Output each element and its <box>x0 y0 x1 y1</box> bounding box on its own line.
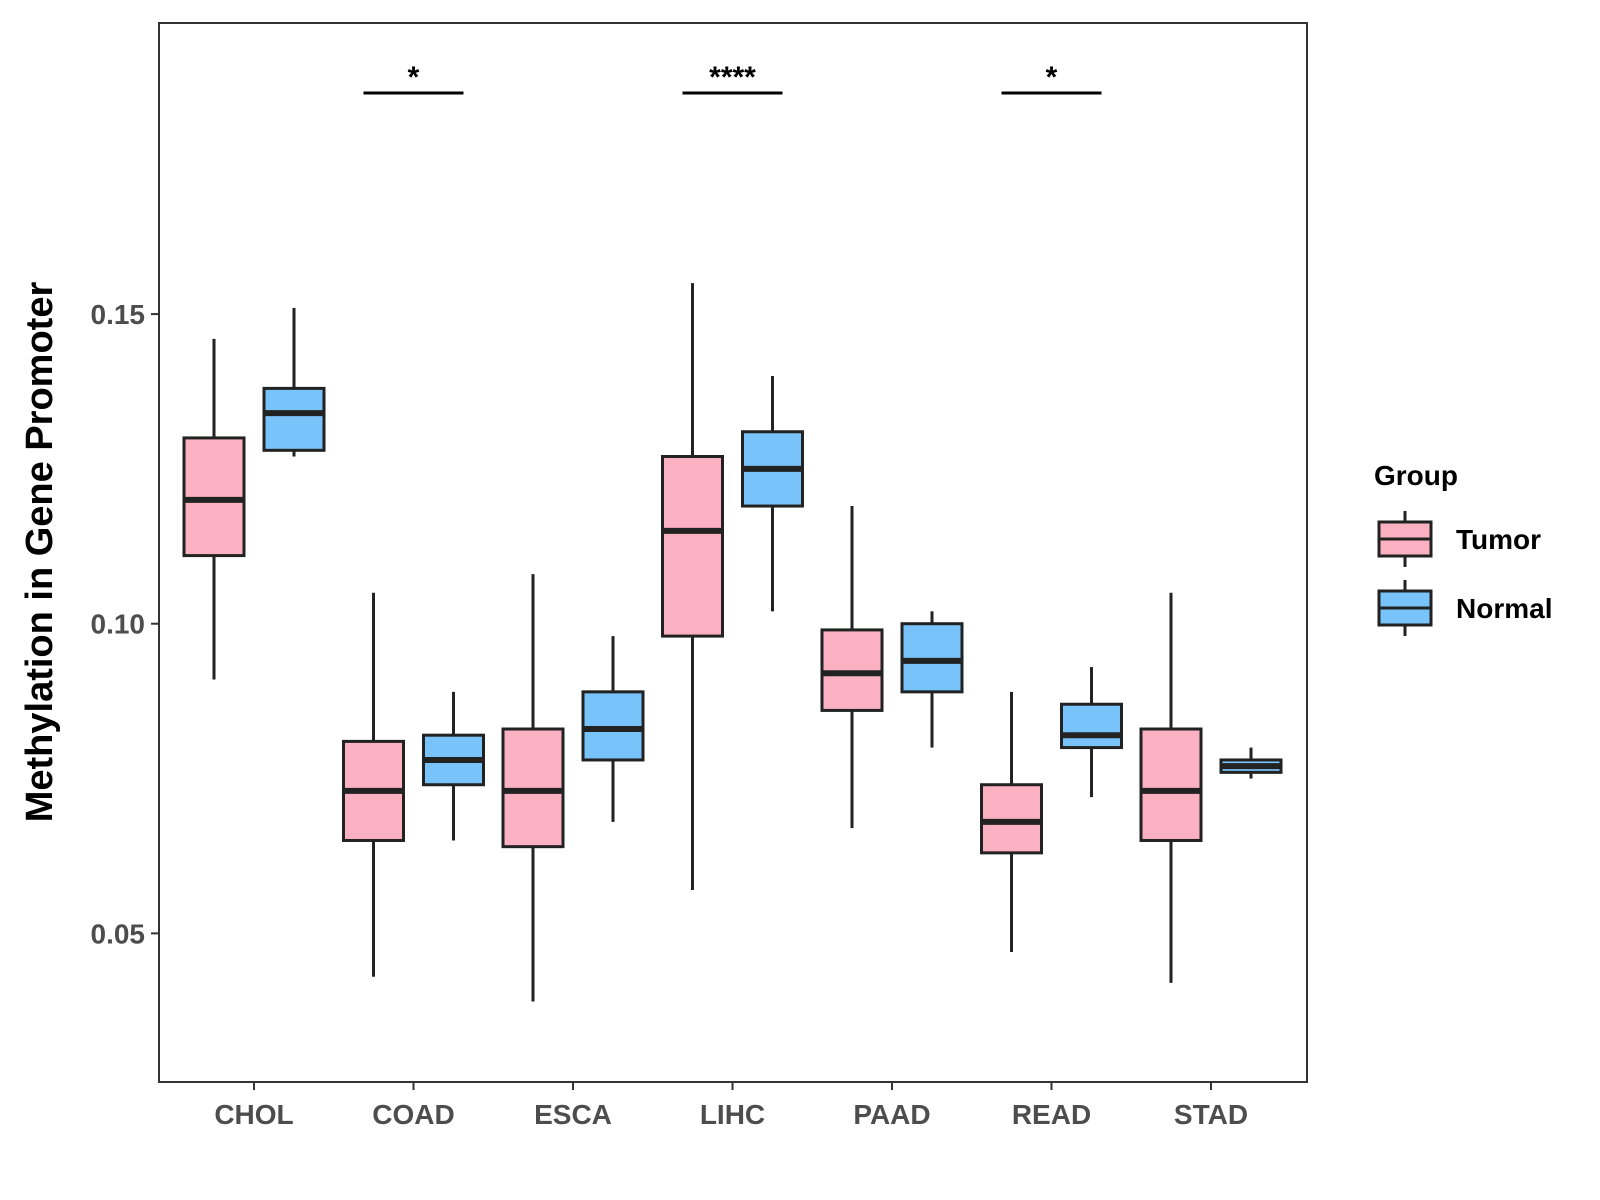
significance-label: * <box>408 61 420 94</box>
box-tumor-chol <box>182 338 246 680</box>
box-iqr <box>1060 702 1123 750</box>
x-tick-label: ESCA <box>534 1099 612 1130</box>
plot-layer: * **** * <box>182 61 1283 1002</box>
legend-key-tumor <box>1377 511 1433 567</box>
box-normal-lihc <box>741 376 804 612</box>
legend-key-normal <box>1377 580 1433 636</box>
y-axis: 0.05 0.10 0.15 <box>91 299 159 949</box>
box-iqr <box>900 622 964 694</box>
box-normal-read <box>1060 667 1123 798</box>
box-tumor-lihc <box>661 283 724 891</box>
box-iqr <box>182 436 246 558</box>
legend-title: Group <box>1374 460 1458 491</box>
box-tumor-esca <box>501 574 565 1002</box>
x-tick-label: CHOL <box>214 1099 293 1130</box>
box-iqr <box>661 455 724 638</box>
box-normal-stad <box>1219 747 1283 779</box>
y-tick-label: 0.15 <box>91 299 146 330</box>
box-iqr <box>501 727 565 849</box>
x-tick-label: READ <box>1012 1099 1091 1130</box>
y-tick-label: 0.05 <box>91 918 146 949</box>
legend: Group Tumor Normal <box>1374 460 1552 636</box>
box-iqr <box>980 783 1043 855</box>
box-iqr <box>262 386 326 452</box>
significance-label: **** <box>709 61 756 94</box>
box-tumor-read <box>980 691 1043 952</box>
box-iqr <box>820 628 884 712</box>
significance-label: * <box>1046 61 1058 94</box>
y-axis-title: Methylation in Gene Promoter <box>19 282 61 823</box>
box-iqr <box>1139 727 1203 842</box>
legend-label-tumor: Tumor <box>1456 524 1541 555</box>
box-tumor-paad <box>820 506 884 829</box>
x-tick-label: LIHC <box>700 1099 765 1130</box>
box-normal-chol <box>262 307 326 457</box>
x-tick-label: STAD <box>1174 1099 1248 1130</box>
box-normal-coad <box>422 691 485 841</box>
x-tick-label: COAD <box>372 1099 454 1130</box>
significance-lihc: **** <box>682 61 783 95</box>
significance-read: * <box>1001 61 1102 95</box>
significance-coad: * <box>363 61 464 95</box>
box-normal-esca <box>581 636 645 822</box>
box-normal-paad <box>900 611 964 748</box>
box-tumor-stad <box>1139 592 1203 983</box>
x-axis: CHOL COAD ESCA LIHC PAAD READ STAD <box>214 1082 1248 1130</box>
legend-label-normal: Normal <box>1456 593 1552 624</box>
box-tumor-coad <box>342 592 405 977</box>
box-iqr <box>581 690 645 762</box>
y-tick-label: 0.10 <box>91 609 146 640</box>
x-tick-label: PAAD <box>853 1099 930 1130</box>
